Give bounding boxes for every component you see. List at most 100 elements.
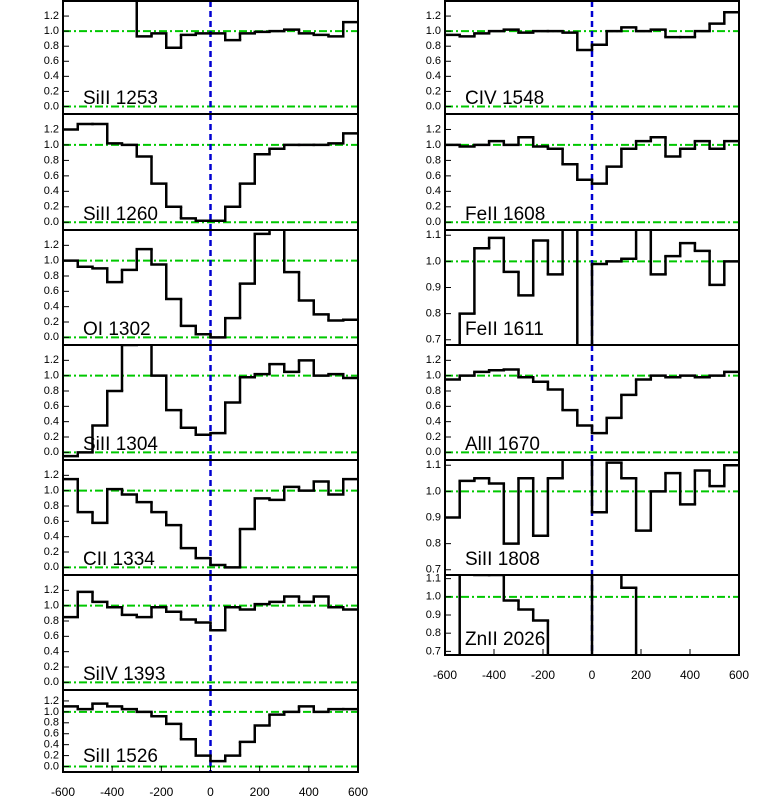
line-label: SiII 1526	[83, 746, 158, 767]
line-label: CII 1334	[83, 549, 155, 570]
line-label: SiII 1304	[83, 434, 158, 455]
y-tick-label: 0.4	[44, 646, 59, 658]
step-riser	[135, 1, 345, 48]
y-tick-label: 0.6	[44, 400, 59, 412]
y-tick-label: 0.0	[44, 331, 59, 343]
y-tick-label: 1.0	[44, 139, 59, 151]
y-tick-label: 0.0	[44, 446, 59, 458]
x-tick-label: -200	[531, 668, 555, 682]
y-tick-label: 1.0	[426, 25, 441, 37]
y-tick-label: 1.0	[44, 25, 59, 37]
y-tick-label: 1.1	[426, 229, 441, 241]
y-tick-label: 0.6	[44, 55, 59, 67]
panel	[63, 690, 358, 772]
x-tick-label: 0	[589, 668, 596, 682]
step-riser	[458, 137, 726, 184]
y-tick-label: 0.6	[44, 728, 59, 740]
x-tick-label: -600	[51, 785, 75, 799]
y-tick-label: 0.9	[426, 609, 441, 621]
line-label: CIV 1548	[465, 88, 544, 109]
y-tick-label: 1.2	[426, 354, 441, 366]
y-tick-label: 0.9	[426, 511, 441, 523]
x-tick-label: -200	[149, 785, 173, 799]
y-tick-label: 0.0	[426, 446, 441, 458]
y-tick-label: 0.4	[44, 301, 59, 313]
y-tick-label: 0.6	[44, 170, 59, 182]
line-label: SiIV 1393	[83, 664, 165, 685]
y-tick-label: 1.2	[44, 123, 59, 135]
y-tick-label: 1.0	[426, 591, 441, 603]
y-tick-label: 0.2	[44, 85, 59, 97]
y-tick-label: 0.2	[426, 85, 441, 97]
y-tick-label: 1.2	[44, 695, 59, 707]
y-tick-label: 0.6	[44, 515, 59, 527]
y-tick-label: 0.0	[426, 100, 441, 112]
panel	[63, 1, 358, 114]
y-tick-label: 0.4	[44, 185, 59, 197]
x-tick-label: -600	[433, 668, 457, 682]
y-tick-label: 1.0	[44, 255, 59, 267]
y-tick-label: 0.2	[44, 201, 59, 213]
line-label: FeII 1608	[465, 204, 545, 225]
y-tick-label: 0.8	[44, 270, 59, 282]
panel	[445, 460, 739, 575]
y-tick-label: 0.8	[426, 308, 441, 320]
panel	[445, 575, 739, 655]
panel	[445, 114, 739, 230]
step-riser	[458, 369, 726, 434]
y-tick-label: 1.1	[426, 573, 441, 585]
y-tick-label: 0.0	[44, 216, 59, 228]
y-tick-label: 0.4	[44, 531, 59, 543]
y-tick-label: 0.8	[44, 154, 59, 166]
y-tick-label: 0.7	[426, 645, 441, 657]
y-tick-label: 0.8	[44, 40, 59, 52]
line-label: SiII 1260	[83, 204, 158, 225]
panel	[445, 230, 739, 345]
x-tick-label: 0	[207, 785, 214, 799]
y-tick-label: 1.2	[44, 10, 59, 22]
y-tick-label: 0.8	[44, 500, 59, 512]
step-riser	[76, 230, 345, 338]
y-tick-label: 0.4	[426, 416, 441, 428]
y-tick-label: 0.2	[44, 750, 59, 762]
step-riser	[76, 479, 345, 568]
x-tick-label: -400	[100, 785, 124, 799]
y-tick-label: 1.2	[426, 10, 441, 22]
y-tick-label: 0.7	[426, 334, 441, 346]
y-tick-label: 0.0	[44, 676, 59, 688]
line-label: OI 1302	[83, 319, 151, 340]
y-tick-label: 1.2	[44, 584, 59, 596]
x-tick-label: 400	[299, 785, 319, 799]
y-tick-label: 1.1	[426, 459, 441, 471]
line-label: FeII 1611	[465, 319, 544, 340]
y-tick-label: 1.0	[426, 139, 441, 151]
panel	[63, 460, 358, 575]
y-tick-label: 0.8	[426, 40, 441, 52]
y-tick-label: 0.4	[426, 70, 441, 82]
step-riser	[76, 345, 345, 457]
y-tick-label: 0.8	[44, 615, 59, 627]
y-tick-label: 0.8	[426, 154, 441, 166]
y-tick-label: 0.2	[426, 201, 441, 213]
y-tick-label: 1.2	[426, 123, 441, 135]
y-tick-label: 0.6	[426, 170, 441, 182]
y-tick-label: 0.6	[44, 285, 59, 297]
y-tick-label: 0.2	[44, 431, 59, 443]
y-tick-label: 1.0	[44, 370, 59, 382]
y-tick-label: 1.2	[44, 239, 59, 251]
y-tick-label: 0.8	[44, 717, 59, 729]
x-tick-label: 200	[250, 785, 270, 799]
line-label: AlII 1670	[465, 434, 540, 455]
y-tick-label: 0.2	[426, 431, 441, 443]
step-riser	[76, 703, 330, 762]
y-tick-label: 1.2	[44, 354, 59, 366]
y-tick-label: 0.4	[44, 416, 59, 428]
y-tick-label: 0.2	[44, 661, 59, 673]
x-tick-label: 200	[631, 668, 651, 682]
panel	[445, 345, 739, 460]
y-tick-label: 1.0	[426, 255, 441, 267]
step-riser	[458, 575, 638, 655]
y-tick-label: 0.0	[44, 561, 59, 573]
y-tick-label: 0.6	[44, 630, 59, 642]
